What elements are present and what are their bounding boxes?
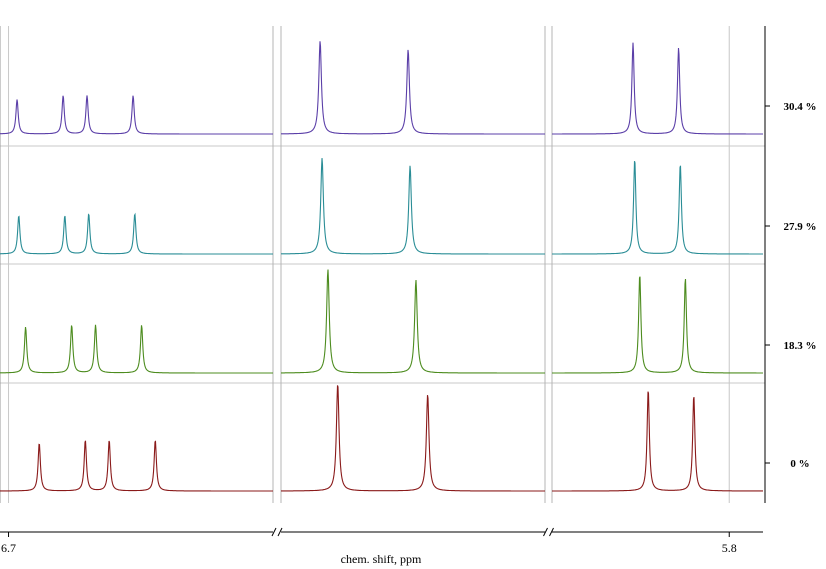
spectrum-line-segment-1 bbox=[0, 212, 273, 255]
x-tick-label: 6.7 bbox=[1, 541, 16, 555]
grid bbox=[0, 26, 765, 503]
spectrum-18-3- bbox=[0, 269, 763, 374]
spectrum-27-9- bbox=[0, 158, 763, 255]
spectrum-line-segment-2 bbox=[281, 158, 545, 255]
series-label: 18.3 % bbox=[784, 340, 817, 352]
x-tick-label: 5.8 bbox=[722, 541, 737, 555]
spectra bbox=[0, 41, 763, 492]
spectrum-line-segment-2 bbox=[281, 385, 545, 492]
spectrum-line-segment-2 bbox=[281, 41, 545, 135]
series-label: 0 % bbox=[790, 458, 809, 470]
spectrum-line-segment-3 bbox=[552, 42, 763, 135]
axis-break-mark bbox=[549, 527, 554, 537]
spectrum-line-segment-3 bbox=[552, 276, 763, 374]
spectrum-line-segment-3 bbox=[552, 391, 763, 492]
spectrum-line-segment-1 bbox=[0, 440, 273, 492]
spectrum-0- bbox=[0, 385, 763, 492]
x-axis: 6.7 5.8 bbox=[0, 527, 763, 555]
spectrum-line-segment-2 bbox=[281, 269, 545, 374]
series-label: 30.4 % bbox=[784, 101, 817, 113]
spectrum-line-segment-1 bbox=[0, 95, 273, 135]
spectrum-line-segment-3 bbox=[552, 161, 763, 255]
axis-break-mark bbox=[271, 527, 277, 537]
series-label: 27.9 % bbox=[784, 221, 817, 233]
x-axis-title: chem. shift, ppm bbox=[341, 552, 422, 566]
spectrum-line-segment-1 bbox=[0, 324, 273, 374]
axis-break-mark bbox=[543, 527, 548, 537]
spectrum-30-4- bbox=[0, 41, 763, 135]
axis-break-mark bbox=[277, 527, 283, 537]
right-axis: 30.4 % 27.9 % 18.3 % 0 % bbox=[765, 101, 817, 470]
